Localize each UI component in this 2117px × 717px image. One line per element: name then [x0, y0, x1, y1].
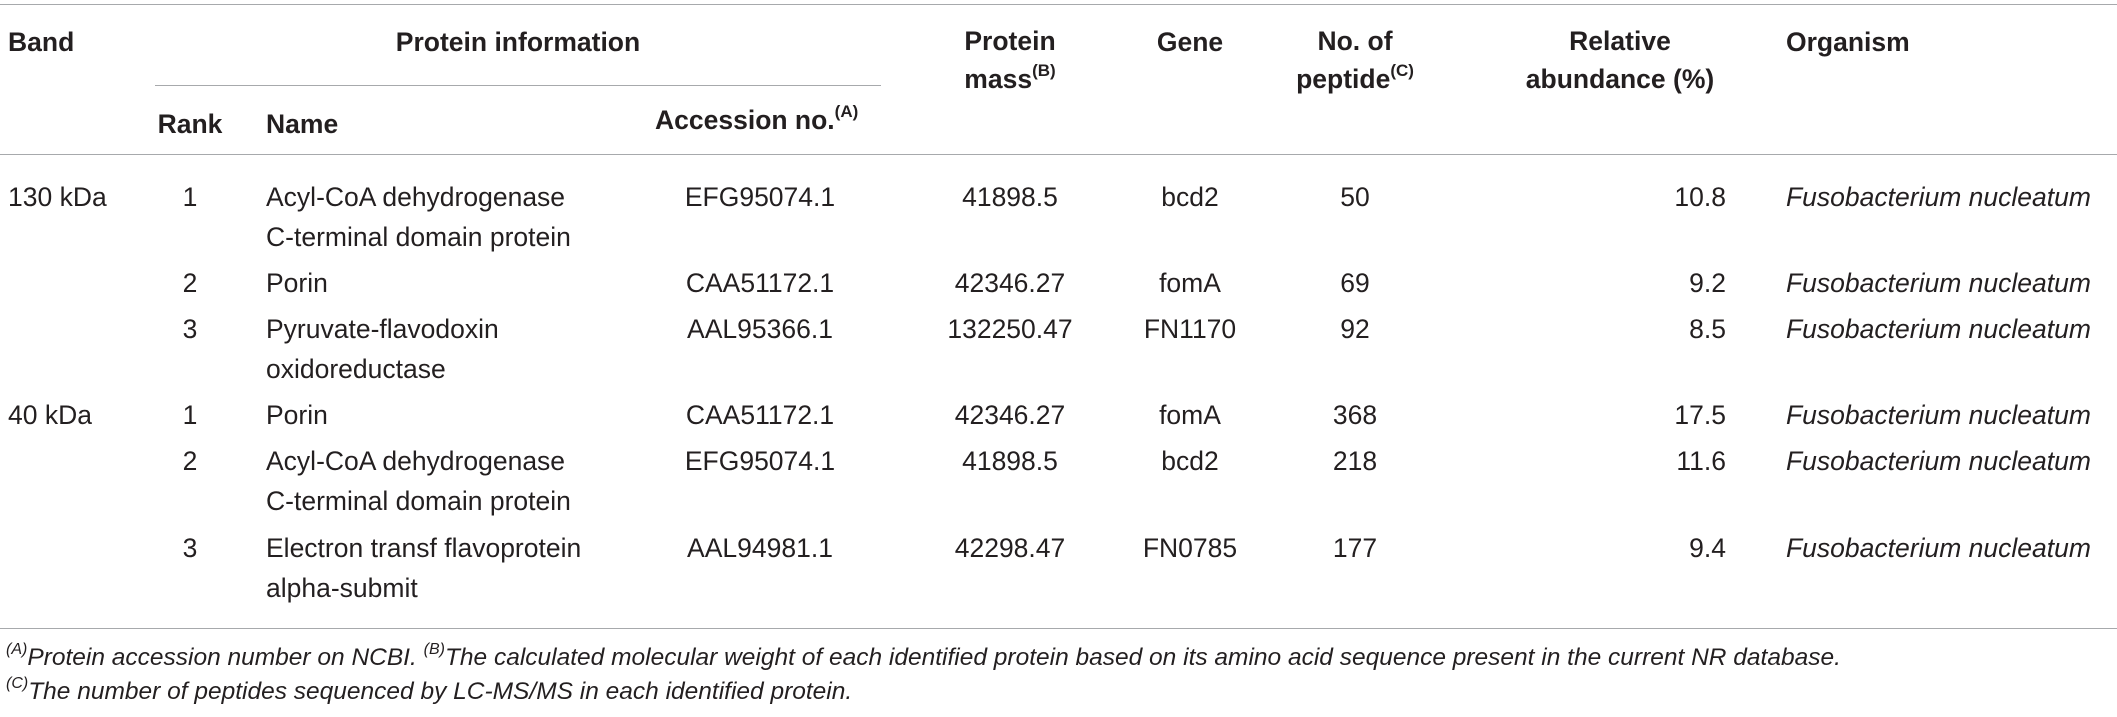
row1-peptides: 50	[1340, 182, 1370, 212]
row2-gene: fomA	[1159, 268, 1221, 298]
row1-organism: Fusobacterium nucleatum	[1786, 182, 2091, 212]
row1-name: Acyl-CoA dehydrogenase C-terminal domain …	[266, 182, 571, 252]
row1-accession: EFG95074.1	[684, 182, 836, 212]
row6-peptides: 177	[1332, 533, 1378, 563]
row5-abundance: 11.6	[1676, 446, 1726, 476]
table-bottom-rule	[0, 628, 2117, 629]
footnote-c: (C)The number of peptides sequenced by L…	[6, 675, 853, 706]
top-rule	[0, 4, 2117, 5]
row3-peptides: 92	[1340, 314, 1370, 344]
footnote-b-marker: (B)	[423, 641, 445, 658]
row6-gene: FN0785	[1142, 533, 1238, 563]
row3-accession: AAL95366.1	[687, 314, 833, 344]
footnote-c-marker: (C)	[6, 675, 29, 692]
row6-name: Electron transf flavoprotein alpha-submit	[266, 533, 582, 603]
row4-abundance: 17.5	[1674, 400, 1726, 430]
row5-peptides: 218	[1332, 446, 1378, 476]
row4-name: Porin	[266, 400, 328, 430]
header-rank: Rank	[157, 109, 223, 139]
row4-organism: Fusobacterium nucleatum	[1786, 400, 2091, 430]
row1-mass: 41898.5	[962, 182, 1058, 212]
row5-accession: EFG95074.1	[684, 446, 836, 476]
protein-info-underline	[155, 85, 881, 86]
footnote-a-b: (A)Protein accession number on NCBI. (B)…	[6, 641, 1841, 672]
row5-gene: bcd2	[1161, 446, 1219, 476]
row2-rank: 2	[182, 268, 198, 298]
accession-footnote-marker: (A)	[834, 102, 859, 121]
row4-gene: fomA	[1159, 400, 1221, 430]
row3-abundance: 8.5	[1689, 314, 1726, 344]
row4-mass: 42346.27	[954, 400, 1066, 430]
peptide-footnote-marker: (C)	[1390, 61, 1414, 80]
header-relative-abundance: Relative abundance (%)	[1525, 26, 1715, 94]
row1-gene: bcd2	[1161, 182, 1219, 212]
row1-rank: 1	[182, 182, 198, 212]
mass-footnote-marker: (B)	[1032, 61, 1056, 80]
header-band: Band	[8, 27, 75, 57]
row6-organism: Fusobacterium nucleatum	[1786, 533, 2091, 563]
row6-abundance: 9.4	[1689, 533, 1726, 563]
row5-rank: 2	[182, 446, 198, 476]
row3-gene: FN1170	[1143, 314, 1237, 344]
row2-organism: Fusobacterium nucleatum	[1786, 268, 2091, 298]
row3-rank: 3	[182, 314, 198, 344]
header-gene: Gene	[1156, 27, 1224, 57]
row3-mass: 132250.47	[947, 314, 1073, 344]
header-accession: Accession no.(A)	[655, 102, 859, 135]
header-protein-information: Protein information	[395, 27, 641, 57]
row3-organism: Fusobacterium nucleatum	[1786, 314, 2091, 344]
row4-peptides: 368	[1332, 400, 1378, 430]
header-organism: Organism	[1786, 27, 1910, 57]
row6-rank: 3	[182, 533, 198, 563]
row5-organism: Fusobacterium nucleatum	[1786, 446, 2091, 476]
header-protein-mass: Protein mass(B)	[964, 26, 1056, 94]
header-name: Name	[266, 109, 339, 139]
row2-peptides: 69	[1340, 268, 1370, 298]
row2-name: Porin	[266, 268, 328, 298]
row4-band: 40 kDa	[8, 400, 92, 430]
row4-accession: CAA51172.1	[685, 400, 835, 430]
footnote-a-marker: (A)	[6, 641, 28, 658]
row2-abundance: 9.2	[1689, 268, 1726, 298]
row4-rank: 1	[182, 400, 198, 430]
row6-accession: AAL94981.1	[687, 533, 833, 563]
row2-mass: 42346.27	[954, 268, 1066, 298]
row6-mass: 42298.47	[954, 533, 1066, 563]
row5-name: Acyl-CoA dehydrogenase C-terminal domain …	[266, 446, 571, 516]
row2-accession: CAA51172.1	[685, 268, 835, 298]
row3-name: Pyruvate-flavodoxin oxidoreductase	[266, 314, 499, 384]
row5-mass: 41898.5	[962, 446, 1058, 476]
header-peptides: No. of peptide(C)	[1296, 26, 1414, 94]
row1-band: 130 kDa	[8, 182, 107, 212]
header-bottom-rule	[0, 154, 2117, 155]
row1-abundance: 10.8	[1674, 182, 1726, 212]
